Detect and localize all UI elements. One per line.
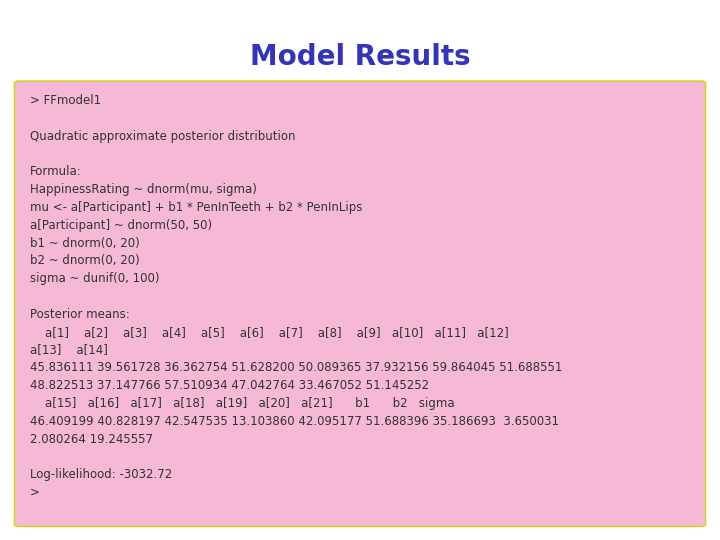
Text: Log-likelihood: -3032.72: Log-likelihood: -3032.72: [30, 468, 173, 481]
Text: a[13]    a[14]: a[13] a[14]: [30, 343, 108, 356]
Text: > FFmodel1: > FFmodel1: [30, 94, 102, 107]
Text: 46.409199 40.828197 42.547535 13.103860 42.095177 51.688396 35.186693  3.650031: 46.409199 40.828197 42.547535 13.103860 …: [30, 415, 559, 428]
Text: sigma ~ dunif(0, 100): sigma ~ dunif(0, 100): [30, 272, 160, 285]
Text: a[15]   a[16]   a[17]   a[18]   a[19]   a[20]   a[21]      b1      b2   sigma: a[15] a[16] a[17] a[18] a[19] a[20] a[21…: [30, 397, 455, 410]
Text: Formula:: Formula:: [30, 165, 82, 178]
Text: 2.080264 19.245557: 2.080264 19.245557: [30, 433, 153, 446]
Text: 45.836111 39.561728 36.362754 51.628200 50.089365 37.932156 59.864045 51.688551: 45.836111 39.561728 36.362754 51.628200 …: [30, 361, 562, 374]
Text: HappinessRating ~ dnorm(mu, sigma): HappinessRating ~ dnorm(mu, sigma): [30, 183, 257, 196]
Text: b1 ~ dnorm(0, 20): b1 ~ dnorm(0, 20): [30, 237, 140, 249]
Text: b2 ~ dnorm(0, 20): b2 ~ dnorm(0, 20): [30, 254, 140, 267]
Text: 48.822513 37.147766 57.510934 47.042764 33.467052 51.145252: 48.822513 37.147766 57.510934 47.042764 …: [30, 379, 429, 392]
Text: Quadratic approximate posterior distribution: Quadratic approximate posterior distribu…: [30, 130, 296, 143]
Text: a[Participant] ~ dnorm(50, 50): a[Participant] ~ dnorm(50, 50): [30, 219, 212, 232]
Text: Model Results: Model Results: [250, 43, 470, 71]
Text: Posterior means:: Posterior means:: [30, 308, 130, 321]
Text: >: >: [30, 486, 40, 499]
Text: a[1]    a[2]    a[3]    a[4]    a[5]    a[6]    a[7]    a[8]    a[9]   a[10]   a: a[1] a[2] a[3] a[4] a[5] a[6] a[7] a[8] …: [30, 326, 509, 339]
Text: mu <- a[Participant] + b1 * PenInTeeth + b2 * PenInLips: mu <- a[Participant] + b1 * PenInTeeth +…: [30, 201, 363, 214]
